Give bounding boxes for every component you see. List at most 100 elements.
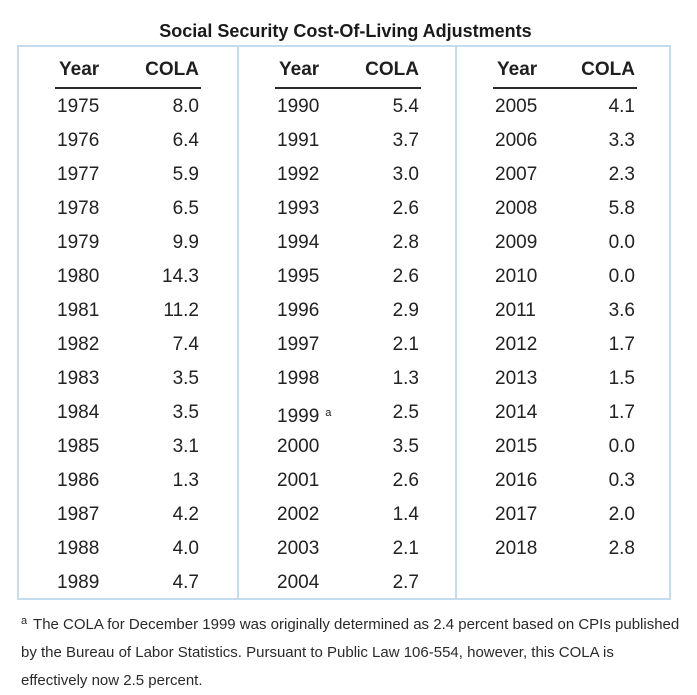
year-cell: 1982 xyxy=(57,332,99,358)
year-cell: 2006 xyxy=(495,128,537,154)
header-rule xyxy=(275,87,421,89)
cola-value: 1.7 xyxy=(608,402,635,423)
cola-value: 4.0 xyxy=(172,538,199,559)
year-value: 1991 xyxy=(277,130,320,151)
cola-value: 3.5 xyxy=(392,436,419,457)
cola-value: 2.8 xyxy=(608,538,635,559)
year-value: 1982 xyxy=(57,334,100,355)
table-row: 1983 3.5 xyxy=(19,362,237,396)
year-cell: 2017 xyxy=(495,502,537,528)
table-row: 2017 2.0 xyxy=(457,498,673,532)
year-value: 1989 xyxy=(57,572,100,593)
year-value: 1996 xyxy=(277,300,320,321)
year-cell: 2001 xyxy=(277,468,319,494)
year-value: 2015 xyxy=(495,436,538,457)
table-row: 2013 1.5 xyxy=(457,362,673,396)
column-header: Year COLA xyxy=(239,47,457,89)
table-row: 2002 1.4 xyxy=(239,498,457,532)
year-cell: 1986 xyxy=(57,468,99,494)
table-column-2: Year COLA 1990 5.4 1991 3.7 1992 3.0 1993 2.6 19… xyxy=(237,47,457,598)
table-row: 1981 11.2 xyxy=(19,294,237,328)
year-cell: 2011 xyxy=(495,298,536,324)
year-value: 1987 xyxy=(57,504,100,525)
cola-value: 2.6 xyxy=(392,266,419,287)
column-header: Year COLA xyxy=(457,47,673,89)
year-cell: 2009 xyxy=(495,230,537,256)
year-value: 1975 xyxy=(57,96,100,117)
year-cell: 2004 xyxy=(277,570,319,596)
year-value: 1995 xyxy=(277,266,320,287)
cola-value: 2.0 xyxy=(608,504,635,525)
cola-value: 2.1 xyxy=(392,538,419,559)
table-row: 1986 1.3 xyxy=(19,464,237,498)
table-row: 1976 6.4 xyxy=(19,124,237,158)
table-row: 1978 6.5 xyxy=(19,192,237,226)
year-cell: 2007 xyxy=(495,162,537,188)
table-row: 2014 1.7 xyxy=(457,396,673,430)
year-value: 1997 xyxy=(277,334,320,355)
table-row: 1987 4.2 xyxy=(19,498,237,532)
table-row: 1994 2.8 xyxy=(239,226,457,260)
year-cell: 2005 xyxy=(495,94,537,120)
table-row: 2016 0.3 xyxy=(457,464,673,498)
year-cell: 1984 xyxy=(57,400,99,426)
cola-value: 1.3 xyxy=(392,368,419,389)
year-cell: 2013 xyxy=(495,366,537,392)
cola-value: 2.1 xyxy=(392,334,419,355)
cola-table: Year COLA 1975 8.0 1976 6.4 1977 5.9 1978 6.5 19… xyxy=(17,45,671,600)
table-row: 1988 4.0 xyxy=(19,532,237,566)
cola-value: 4.2 xyxy=(172,504,199,525)
table-row: 1995 2.6 xyxy=(239,260,457,294)
year-header: Year xyxy=(59,59,100,80)
year-value: 2012 xyxy=(495,334,538,355)
cola-header: COLA xyxy=(145,59,199,80)
year-value: 1985 xyxy=(57,436,100,457)
year-cell: 2018 xyxy=(495,536,537,562)
table-row: 1985 3.1 xyxy=(19,430,237,464)
year-cell: 1994 xyxy=(277,230,319,256)
cola-value: 2.9 xyxy=(392,300,419,321)
year-cell: 2010 xyxy=(495,264,537,290)
year-value: 1979 xyxy=(57,232,100,253)
table-row: 2004 2.7 xyxy=(239,566,457,600)
cola-value: 5.4 xyxy=(392,96,419,117)
cola-value: 3.7 xyxy=(392,130,419,151)
year-cell: 1989 xyxy=(57,570,99,596)
cola-value: 0.3 xyxy=(608,470,635,491)
year-cell: 1985 xyxy=(57,434,99,460)
table-row: 2015 0.0 xyxy=(457,430,673,464)
cola-value: 2.7 xyxy=(392,572,419,593)
year-value: 2014 xyxy=(495,402,538,423)
cola-value: 3.0 xyxy=(392,164,419,185)
year-value: 1999 xyxy=(277,406,320,427)
cola-value: 3.5 xyxy=(172,368,199,389)
table-row: 1989 4.7 xyxy=(19,566,237,600)
header-rule xyxy=(55,87,201,89)
year-cell: 1993 xyxy=(277,196,319,222)
table-row: 1999 a 2.5 xyxy=(239,396,457,430)
year-cell: 2012 xyxy=(495,332,537,358)
year-value: 1988 xyxy=(57,538,100,559)
year-cell: 2000 xyxy=(277,434,319,460)
footnote: a The COLA for December 1999 was origina… xyxy=(21,607,681,695)
cola-value: 2.6 xyxy=(392,198,419,219)
year-cell: 1988 xyxy=(57,536,99,562)
table-row: 2011 3.6 xyxy=(457,294,673,328)
table-row: 2010 0.0 xyxy=(457,260,673,294)
year-value: 1976 xyxy=(57,130,100,151)
cola-value: 4.7 xyxy=(172,572,199,593)
cola-value: 5.8 xyxy=(608,198,635,219)
year-value: 1998 xyxy=(277,368,320,389)
year-cell: 1997 xyxy=(277,332,319,358)
table-column-1: Year COLA 1975 8.0 1976 6.4 1977 5.9 1978 6.5 19… xyxy=(19,47,237,598)
year-cell: 1991 xyxy=(277,128,319,154)
cola-value: 1.7 xyxy=(608,334,635,355)
table-title: Social Security Cost-Of-Living Adjustmen… xyxy=(159,21,532,41)
year-value: 2004 xyxy=(277,572,320,593)
year-cell: 1977 xyxy=(57,162,99,188)
column-header: Year COLA xyxy=(19,47,237,89)
year-cell: 1996 xyxy=(277,298,319,324)
year-cell: 1979 xyxy=(57,230,99,256)
cola-value: 8.0 xyxy=(172,96,199,117)
year-cell: 1976 xyxy=(57,128,99,154)
